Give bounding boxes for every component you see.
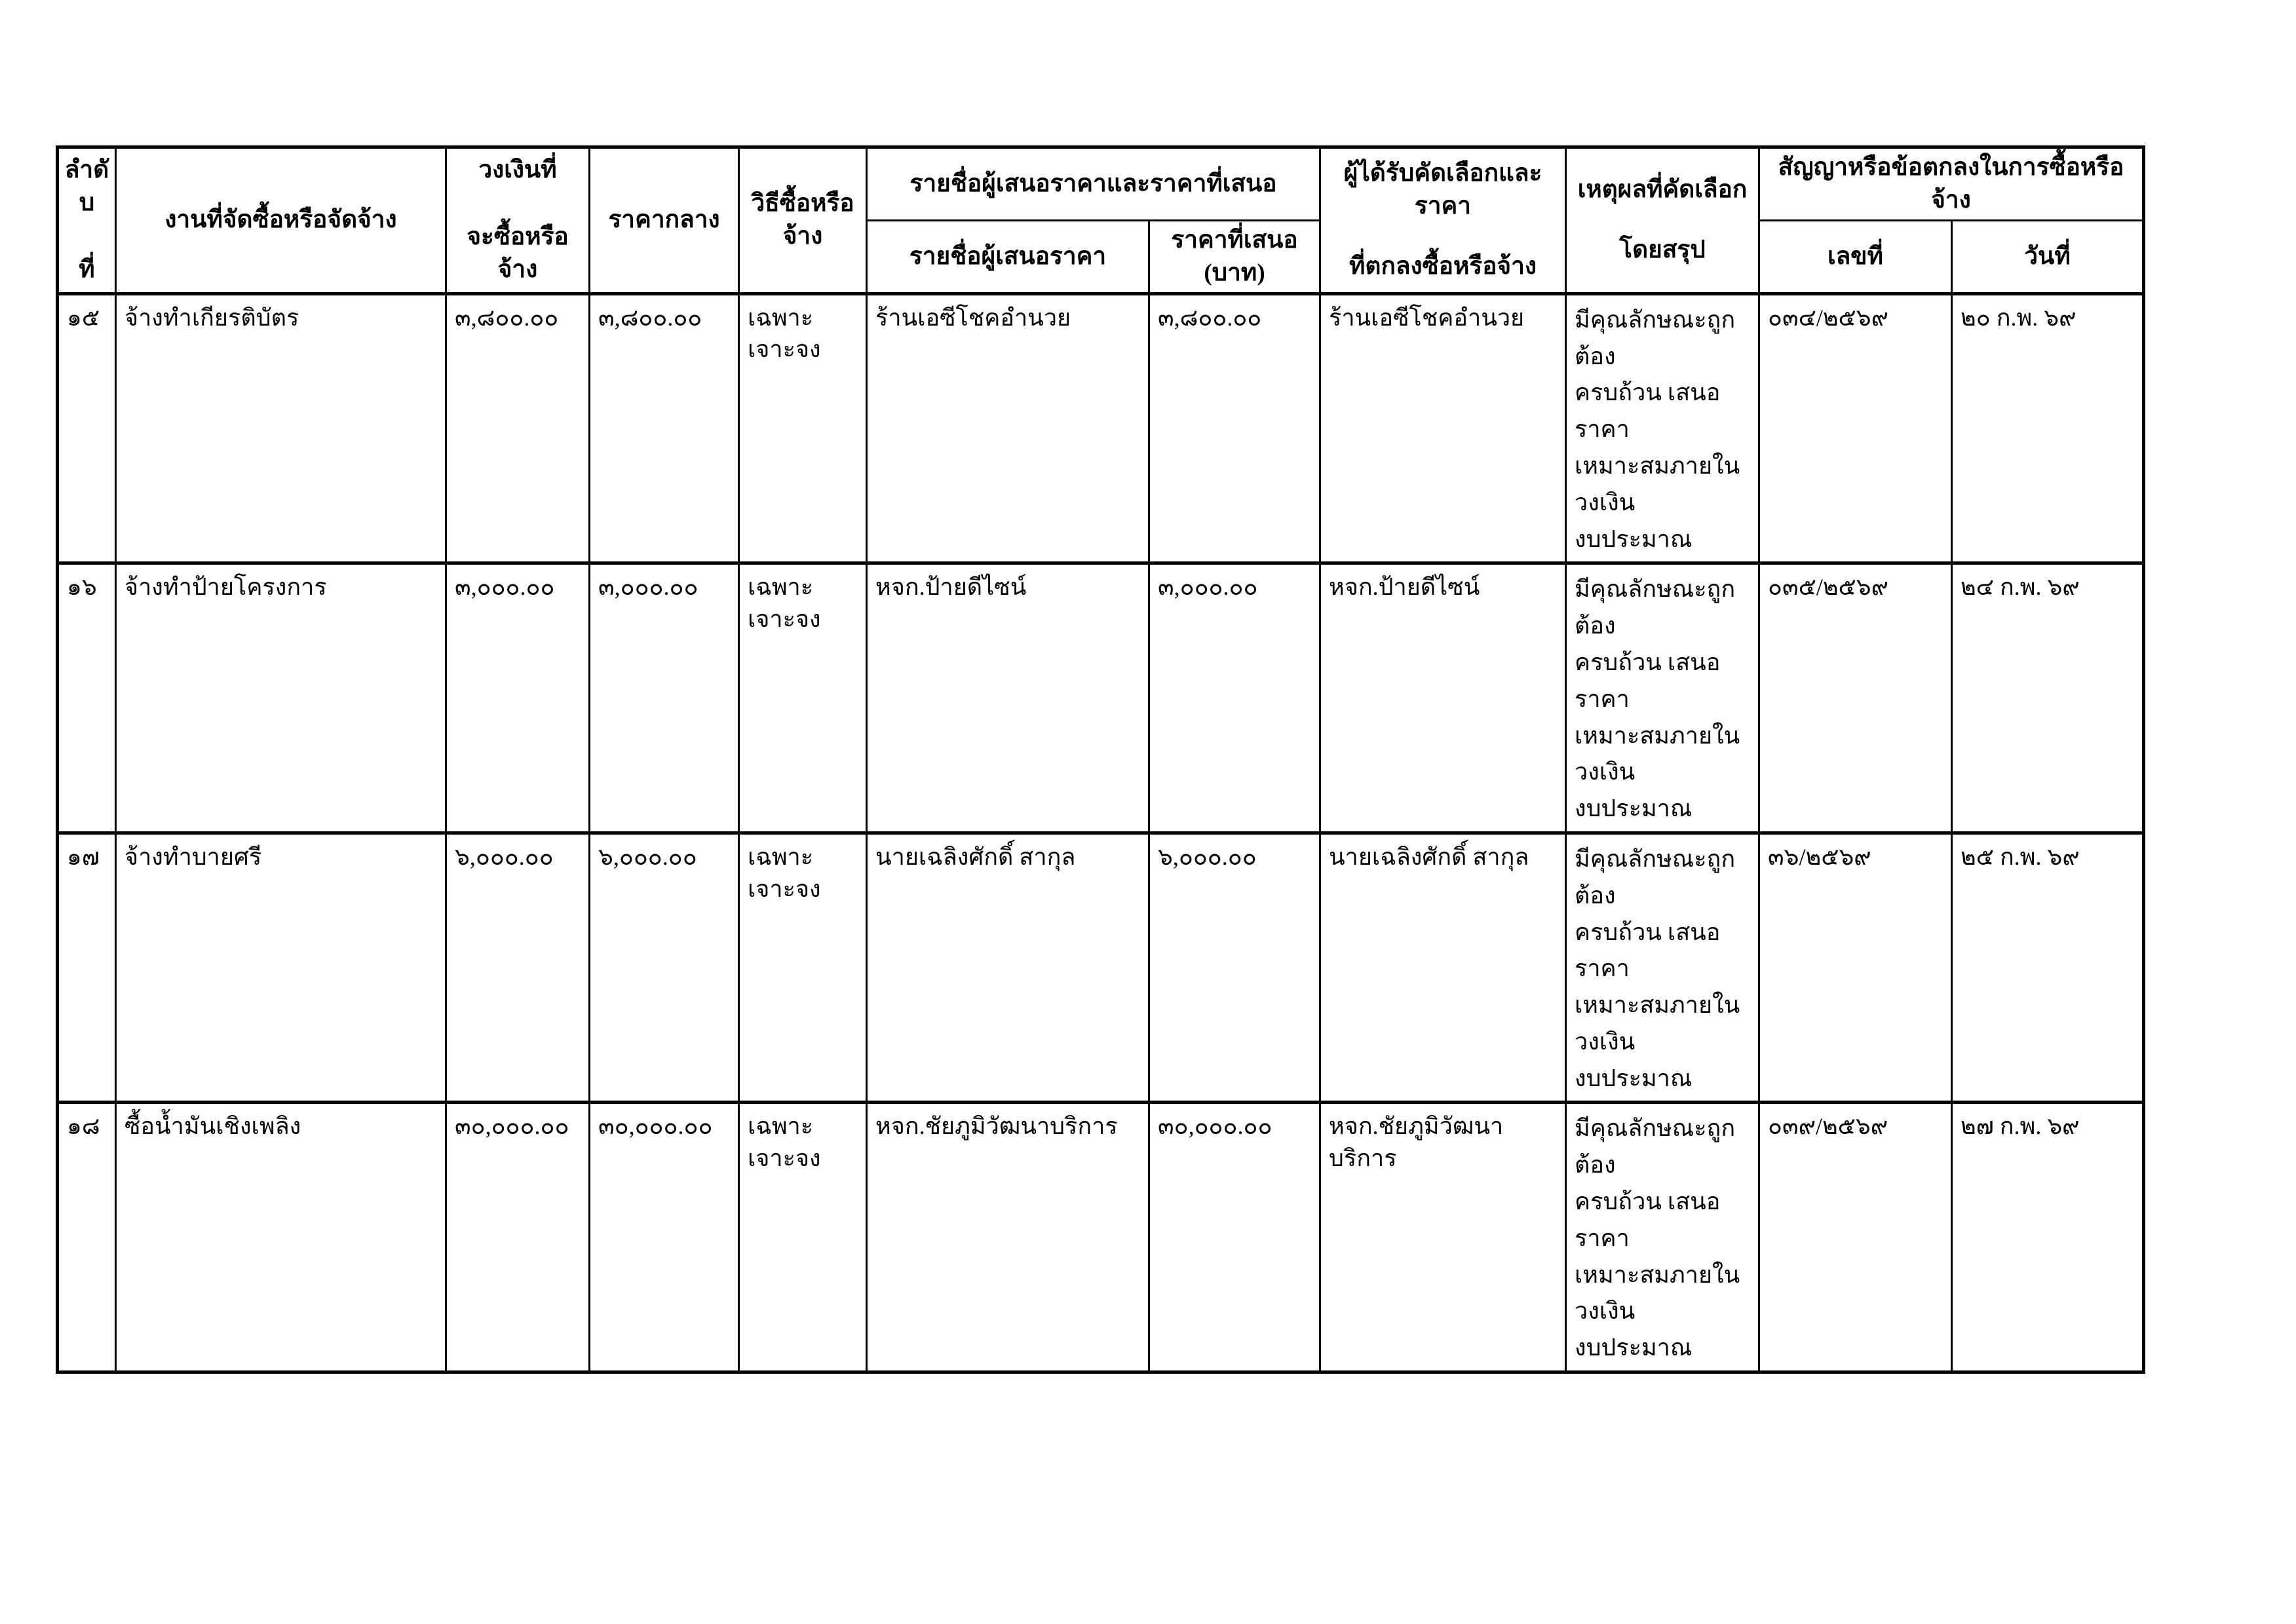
cell-method: เฉพาะเจาะจง <box>738 1101 868 1374</box>
cell-bid-price: ๖,๐๐๐.๐๐ <box>1148 831 1321 1104</box>
cell-work: จ้างทำเกียรติบัตร <box>115 292 447 565</box>
cell-contract-no: ๐๓๔/๒๕๖๙ <box>1758 292 1953 565</box>
cell-sequence: ๑๕ <box>56 292 117 565</box>
cell-selected: นายเฉลิงศักดิ์ สากุล <box>1319 831 1567 1104</box>
cell-selected: ร้านเอซีโชคอำนวย <box>1319 292 1567 565</box>
cell-selected: หจก.ชัยภูมิวัฒนาบริการ <box>1319 1101 1567 1374</box>
col-header-method: วิธีซื้อหรือจ้าง <box>738 146 868 295</box>
col-header-budget-line1: วงเงินที่ <box>478 157 557 184</box>
cell-contract-no: ๐๓๙/๒๕๖๙ <box>1758 1101 1953 1374</box>
cell-reason-line: ครบถ้วน เสนอราคา <box>1575 649 1721 712</box>
cell-mid-price: ๓๐,๐๐๐.๐๐ <box>588 1101 740 1374</box>
cell-contract-no: ๐๓๕/๒๕๖๙ <box>1758 561 1953 834</box>
cell-reason: มีคุณลักษณะถูกต้อง ครบถ้วน เสนอราคา เหมา… <box>1565 1101 1760 1374</box>
cell-reason-line: ครบถ้วน เสนอราคา <box>1575 918 1721 982</box>
table-row: ๑๘ ซื้อน้ำมันเชิงเพลิง ๓๐,๐๐๐.๐๐ ๓๐,๐๐๐.… <box>56 1101 2145 1374</box>
cell-budget: ๖,๐๐๐.๐๐ <box>445 831 590 1104</box>
cell-bidder: หจก.ป้ายดีไซน์ <box>866 561 1150 834</box>
col-header-mid-price: ราคากลาง <box>588 146 740 295</box>
col-header-selected: ผู้ได้รับคัดเลือกและราคา ที่ตกลงซื้อหรือ… <box>1319 146 1567 295</box>
cell-reason: มีคุณลักษณะถูกต้อง ครบถ้วน เสนอราคา เหมา… <box>1565 831 1760 1104</box>
col-header-bidders-group: รายชื่อผู้เสนอราคาและราคาที่เสนอ <box>866 146 1321 221</box>
col-header-budget: วงเงินที่ จะซื้อหรือจ้าง <box>445 146 590 295</box>
cell-sequence: ๑๖ <box>56 561 117 834</box>
cell-mid-price: ๖,๐๐๐.๐๐ <box>588 831 740 1104</box>
col-header-sequence: ลำดับ ที่ <box>56 146 117 295</box>
cell-work: ซื้อน้ำมันเชิงเพลิง <box>115 1101 447 1374</box>
cell-reason-line: เหมาะสมภายในวงเงิน <box>1575 1261 1740 1325</box>
col-header-reason-line2: โดยสรุป <box>1619 236 1706 264</box>
cell-bid-price: ๓,๘๐๐.๐๐ <box>1148 292 1321 565</box>
cell-reason-line: งบประมาณ <box>1575 525 1693 552</box>
cell-reason-line: เหมาะสมภายในวงเงิน <box>1575 722 1740 785</box>
col-header-reason-line1: เหตุผลที่คัดเลือก <box>1577 176 1748 204</box>
cell-method: เฉพาะเจาะจง <box>738 561 868 834</box>
cell-sequence: ๑๗ <box>56 831 117 1104</box>
cell-reason-line: มีคุณลักษณะถูกต้อง <box>1575 576 1736 639</box>
cell-work: จ้างทำป้ายโครงการ <box>115 561 447 834</box>
cell-contract-date: ๒๕ ก.พ. ๖๙ <box>1951 831 2145 1104</box>
header-row-2: รายชื่อผู้เสนอราคา ราคาที่เสนอ (บาท) เลข… <box>58 219 2145 295</box>
cell-reason-line: มีคุณลักษณะถูกต้อง <box>1575 845 1736 909</box>
col-header-contract-date: วันที่ <box>1951 219 2145 295</box>
col-header-bid-price: ราคาที่เสนอ (บาท) <box>1148 219 1321 295</box>
cell-work: จ้างทำบายศรี <box>115 831 447 1104</box>
cell-reason-line: ครบถ้วน เสนอราคา <box>1575 1188 1721 1251</box>
cell-budget: ๓๐,๐๐๐.๐๐ <box>445 1101 590 1374</box>
cell-reason-line: งบประมาณ <box>1575 795 1693 822</box>
col-header-work: งานที่จัดซื้อหรือจัดจ้าง <box>115 146 447 295</box>
table-row: ๑๖ จ้างทำป้ายโครงการ ๓,๐๐๐.๐๐ ๓,๐๐๐.๐๐ เ… <box>56 561 2145 834</box>
cell-reason-line: ครบถ้วน เสนอราคา <box>1575 379 1721 443</box>
cell-contract-no: ๓๖/๒๕๖๙ <box>1758 831 1953 1104</box>
cell-sequence: ๑๘ <box>56 1101 117 1374</box>
cell-reason: มีคุณลักษณะถูกต้อง ครบถ้วน เสนอราคา เหมา… <box>1565 292 1760 565</box>
cell-reason-line: เหมาะสมภายในวงเงิน <box>1575 992 1740 1055</box>
cell-reason-line: เหมาะสมภายในวงเงิน <box>1575 452 1740 516</box>
cell-mid-price: ๓,๐๐๐.๐๐ <box>588 561 740 834</box>
cell-method: เฉพาะเจาะจง <box>738 831 868 1104</box>
cell-selected: หจก.ป้ายดีไซน์ <box>1319 561 1567 834</box>
cell-bidder: นายเฉลิงศักดิ์ สากุล <box>866 831 1150 1104</box>
col-header-selected-line2: ที่ตกลงซื้อหรือจ้าง <box>1349 253 1537 280</box>
cell-bidder: หจก.ชัยภูมิวัฒนาบริการ <box>866 1101 1150 1374</box>
col-header-sequence-line1: ลำดับ <box>64 157 109 217</box>
header-row-1: ลำดับ ที่ งานที่จัดซื้อหรือจัดจ้าง วงเงิ… <box>56 146 2145 295</box>
col-header-sequence-line2: ที่ <box>79 256 95 284</box>
cell-bidder: ร้านเอซีโชคอำนวย <box>866 292 1150 565</box>
cell-contract-date: ๒๐ ก.พ. ๖๙ <box>1951 292 2145 565</box>
cell-contract-date: ๒๔ ก.พ. ๖๙ <box>1951 561 2145 834</box>
cell-bid-price: ๓,๐๐๐.๐๐ <box>1148 561 1321 834</box>
procurement-summary-table: ลำดับ ที่ งานที่จัดซื้อหรือจัดจ้าง วงเงิ… <box>56 145 2145 1374</box>
cell-bid-price: ๓๐,๐๐๐.๐๐ <box>1148 1101 1321 1374</box>
cell-reason: มีคุณลักษณะถูกต้อง ครบถ้วน เสนอราคา เหมา… <box>1565 561 1760 834</box>
cell-budget: ๓,๐๐๐.๐๐ <box>445 561 590 834</box>
cell-budget: ๓,๘๐๐.๐๐ <box>445 292 590 565</box>
col-header-contract-no: เลขที่ <box>1758 219 1953 295</box>
col-header-selected-line1: ผู้ได้รับคัดเลือกและราคา <box>1343 160 1542 220</box>
table-row: ๑๗ จ้างทำบายศรี ๖,๐๐๐.๐๐ ๖,๐๐๐.๐๐ เฉพาะเ… <box>56 831 2145 1104</box>
cell-method: เฉพาะเจาะจง <box>738 292 868 565</box>
table-row: ๑๕ จ้างทำเกียรติบัตร ๓,๘๐๐.๐๐ ๓,๘๐๐.๐๐ เ… <box>56 292 2145 565</box>
cell-reason-line: งบประมาณ <box>1575 1065 1693 1091</box>
cell-reason-line: งบประมาณ <box>1575 1334 1693 1361</box>
cell-reason-line: มีคุณลักษณะถูกต้อง <box>1575 1115 1736 1179</box>
cell-contract-date: ๒๗ ก.พ. ๖๙ <box>1951 1101 2145 1374</box>
col-header-budget-line2: จะซื้อหรือจ้าง <box>467 223 569 284</box>
col-header-reason: เหตุผลที่คัดเลือก โดยสรุป <box>1565 146 1760 295</box>
col-header-bidder-name: รายชื่อผู้เสนอราคา <box>866 219 1150 295</box>
cell-mid-price: ๓,๘๐๐.๐๐ <box>588 292 740 565</box>
col-header-contract-group: สัญญาหรือข้อตกลงในการซื้อหรือจ้าง <box>1758 146 2145 221</box>
cell-reason-line: มีคุณลักษณะถูกต้อง <box>1575 306 1736 369</box>
